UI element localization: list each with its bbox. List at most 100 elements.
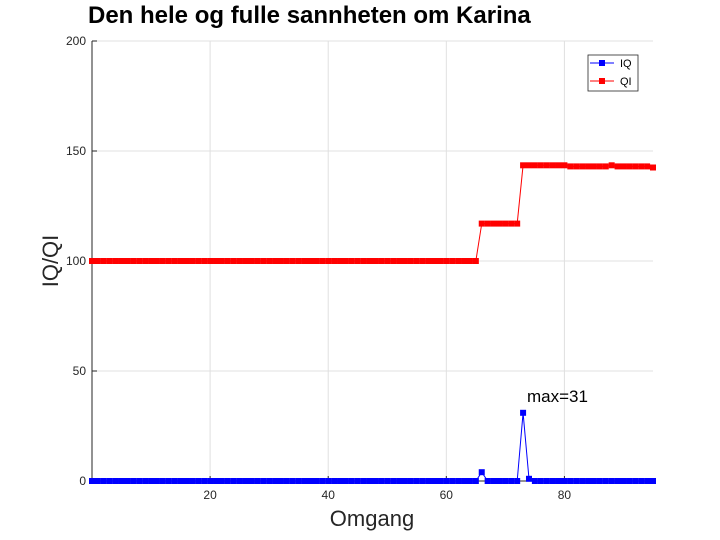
data-point-iq bbox=[213, 478, 220, 484]
data-point-iq bbox=[171, 478, 178, 484]
data-point-iq bbox=[567, 478, 574, 484]
data-point-iq bbox=[130, 478, 137, 484]
data-point-qi bbox=[177, 258, 184, 264]
data-point-qi bbox=[626, 163, 633, 170]
data-point-qi bbox=[407, 258, 414, 264]
data-point-qi bbox=[390, 258, 397, 264]
data-point-qi bbox=[590, 163, 597, 170]
data-point-iq bbox=[366, 478, 373, 484]
x-tick-label: 40 bbox=[322, 488, 336, 502]
data-point-iq bbox=[307, 478, 314, 484]
data-point-qi bbox=[277, 258, 284, 264]
data-point-qi bbox=[289, 258, 296, 264]
data-point-qi bbox=[413, 258, 420, 264]
data-point-qi bbox=[608, 162, 615, 169]
data-point-iq bbox=[549, 478, 556, 484]
data-point-qi bbox=[396, 258, 403, 264]
data-point-iq bbox=[484, 478, 491, 484]
data-point-qi bbox=[596, 163, 603, 170]
data-point-iq bbox=[525, 475, 532, 482]
y-tick-label: 200 bbox=[66, 34, 86, 48]
data-point-iq bbox=[449, 478, 456, 484]
data-point-qi bbox=[431, 258, 438, 264]
data-point-iq bbox=[443, 478, 450, 484]
data-point-qi bbox=[301, 258, 308, 264]
x-tick-label: 60 bbox=[440, 488, 454, 502]
data-point-qi bbox=[555, 162, 562, 169]
data-point-iq bbox=[638, 478, 645, 484]
data-point-iq bbox=[260, 478, 267, 484]
data-point-qi bbox=[94, 258, 101, 264]
data-point-qi bbox=[118, 258, 125, 264]
data-point-qi bbox=[342, 258, 349, 264]
data-point-qi bbox=[100, 258, 107, 264]
data-point-qi bbox=[461, 258, 468, 264]
data-point-iq bbox=[313, 478, 320, 484]
legend-iq-label: IQ bbox=[620, 58, 632, 70]
data-point-iq bbox=[461, 478, 468, 484]
data-point-iq bbox=[100, 478, 107, 484]
data-point-iq bbox=[372, 478, 379, 484]
legend-qi-marker bbox=[599, 78, 605, 84]
data-point-qi bbox=[136, 258, 143, 264]
data-point-iq bbox=[401, 478, 408, 484]
data-point-iq bbox=[201, 478, 208, 484]
data-point-iq bbox=[407, 478, 414, 484]
data-point-qi bbox=[644, 163, 651, 170]
data-point-iq bbox=[207, 478, 214, 484]
data-point-qi bbox=[490, 220, 497, 227]
legend-box bbox=[587, 54, 639, 92]
data-point-qi bbox=[148, 258, 155, 264]
data-point-iq bbox=[520, 409, 527, 416]
data-point-qi bbox=[242, 258, 249, 264]
data-point-qi bbox=[514, 220, 521, 227]
data-point-iq bbox=[514, 478, 521, 484]
data-point-qi bbox=[266, 258, 273, 264]
y-tick-label: 0 bbox=[79, 474, 86, 488]
data-point-iq bbox=[502, 478, 509, 484]
data-point-qi bbox=[165, 258, 172, 264]
x-axis-label: Omgang bbox=[330, 506, 414, 531]
data-point-iq bbox=[396, 478, 403, 484]
data-point-iq bbox=[561, 478, 568, 484]
data-point-iq bbox=[224, 478, 231, 484]
data-point-qi bbox=[455, 258, 462, 264]
data-point-iq bbox=[354, 478, 361, 484]
y-tick-label: 150 bbox=[66, 144, 86, 158]
data-point-qi bbox=[384, 258, 391, 264]
data-point-iq bbox=[537, 478, 544, 484]
data-point-iq bbox=[608, 478, 615, 484]
data-point-qi bbox=[419, 258, 426, 264]
data-point-qi bbox=[585, 163, 592, 170]
legend: IQ QI bbox=[587, 54, 639, 92]
data-point-iq bbox=[331, 478, 338, 484]
data-point-qi bbox=[449, 258, 456, 264]
data-point-iq bbox=[620, 478, 627, 484]
data-point-iq bbox=[626, 478, 633, 484]
data-point-iq bbox=[277, 478, 284, 484]
data-point-iq bbox=[189, 478, 196, 484]
data-point-qi bbox=[213, 258, 220, 264]
data-point-qi bbox=[537, 162, 544, 169]
data-point-iq bbox=[472, 478, 479, 484]
data-point-qi bbox=[443, 258, 450, 264]
y-tick-label: 100 bbox=[66, 254, 86, 268]
data-point-qi bbox=[89, 258, 95, 264]
data-point-iq bbox=[632, 478, 639, 484]
data-point-qi bbox=[567, 163, 574, 170]
data-point-qi bbox=[319, 258, 326, 264]
data-point-qi bbox=[313, 258, 320, 264]
data-point-qi bbox=[207, 258, 214, 264]
data-point-iq bbox=[431, 478, 438, 484]
data-point-qi bbox=[260, 258, 267, 264]
y-tick-label: 50 bbox=[73, 364, 87, 378]
x-tick-label: 80 bbox=[558, 488, 572, 502]
data-point-qi bbox=[295, 258, 302, 264]
data-point-qi bbox=[201, 258, 208, 264]
data-point-iq bbox=[142, 478, 149, 484]
data-point-qi bbox=[650, 164, 656, 171]
data-point-qi bbox=[496, 220, 503, 227]
data-point-qi bbox=[236, 258, 243, 264]
data-point-iq bbox=[590, 478, 597, 484]
